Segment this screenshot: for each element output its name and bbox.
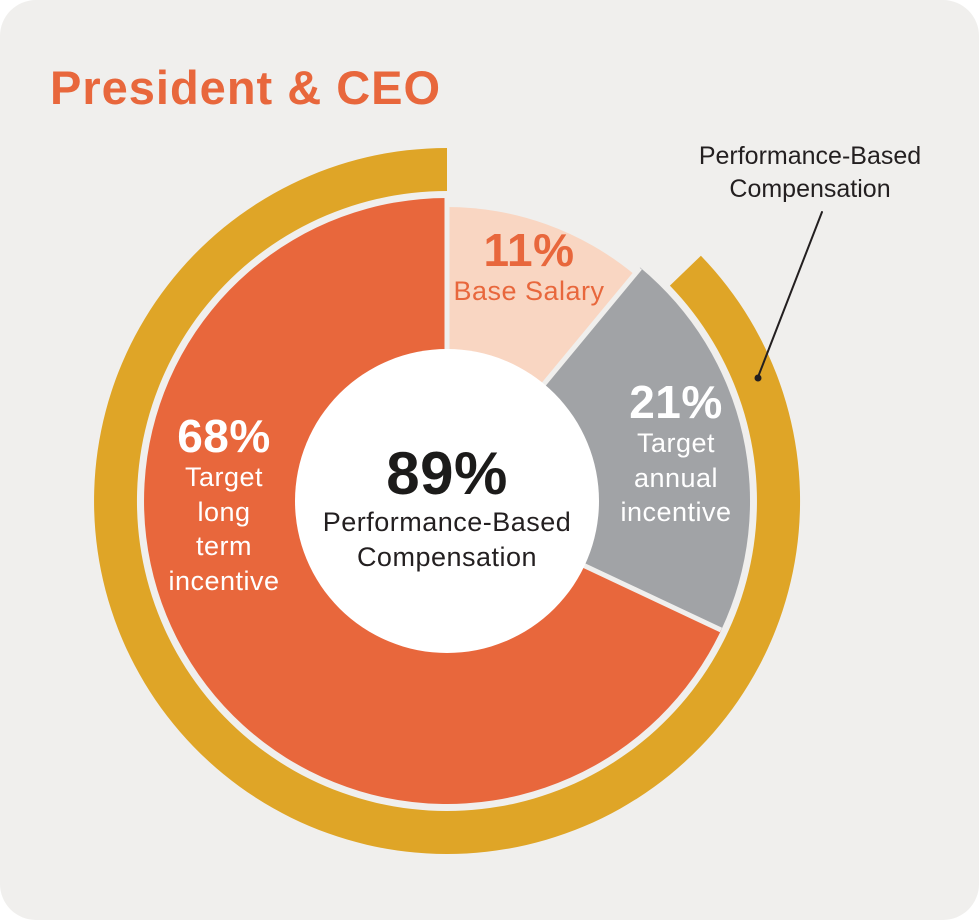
performance-based-percent: 89% [386,440,508,507]
label-center-total: 89% Performance-Based Compensation [297,442,597,574]
page-title: President & CEO [50,61,442,114]
performance-based-label-line: Performance-Based [322,507,572,537]
label-annual-incentive: 21% Target annual incentive [576,378,776,530]
long-term-incentive-label-line: long [197,496,251,527]
base-salary-label: Base Salary [453,276,605,307]
long-term-incentive-label-line: incentive [168,565,280,596]
long-term-incentive-label-line: Target [184,462,264,493]
callout-leader-line [757,211,823,378]
long-term-incentive-label-line: term [196,531,252,562]
annual-incentive-label-line: annual [633,462,719,493]
annual-incentive-label-line: Target [636,428,716,459]
donut-hole [295,349,599,653]
base-salary-percent: 11% [483,224,575,276]
long-term-incentive-percent: 68% [177,410,271,462]
annual-incentive-label-line: incentive [620,497,732,528]
performance-based-label-line: Compensation [356,541,538,572]
performance-ring-callout: Performance-Based Compensation [660,140,960,205]
label-base-salary: 11% Base Salary [429,226,629,309]
annual-incentive-percent: 21% [629,376,723,428]
label-long-term-incentive: 68% Target long term incentive [124,412,324,598]
callout-line-1: Performance-Based [698,142,922,170]
slice-annual-incentive [447,267,751,630]
callout-leader-dot [754,374,762,382]
callout-line-2: Compensation [729,174,891,203]
